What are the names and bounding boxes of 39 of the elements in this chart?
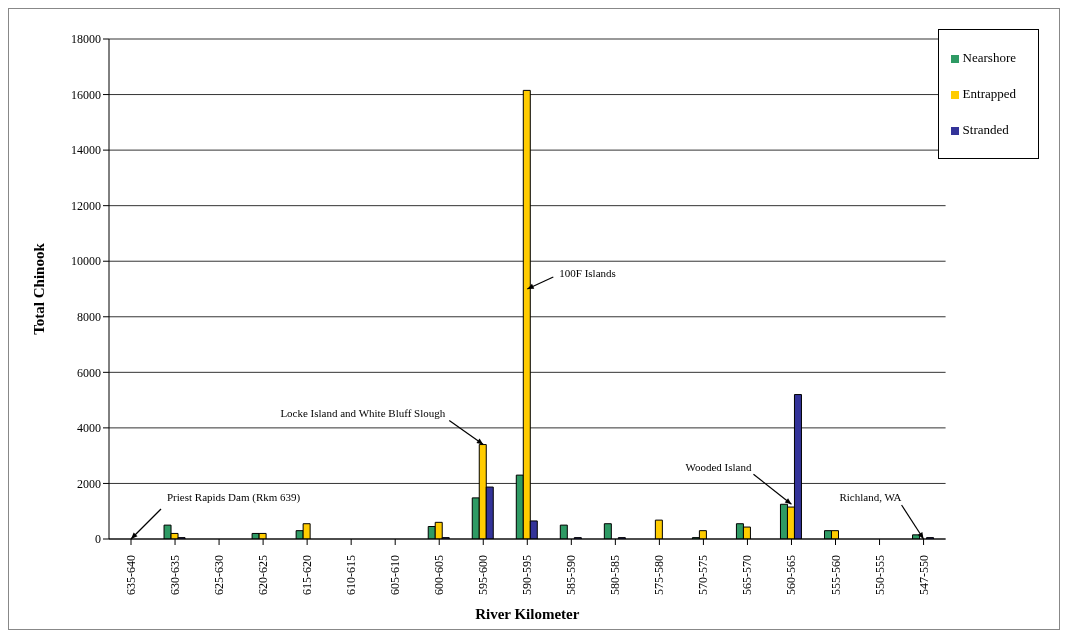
x-tick-label: 615-620 [300, 555, 315, 595]
legend-label: Stranded [962, 122, 1009, 137]
y-tick-label: 12000 [71, 198, 101, 213]
y-tick-label: 10000 [71, 254, 101, 269]
annotation: Priest Rapids Dam (Rkm 639) [167, 491, 301, 504]
y-tick-label: 0 [95, 532, 101, 547]
annotation: 100F Islands [559, 267, 616, 279]
y-tick-label: 8000 [77, 310, 101, 325]
y-tick-label: 14000 [71, 143, 101, 158]
y-tick-label: 6000 [77, 365, 101, 380]
x-tick-label: 610-615 [344, 555, 359, 595]
x-tick-label: 600-605 [432, 555, 447, 595]
x-tick-label: 590-595 [520, 555, 535, 595]
x-tick-label: 580-585 [608, 555, 623, 595]
annotation: Locke Island and White Bluff Slough [280, 406, 446, 419]
x-tick-label: 555-560 [828, 555, 843, 595]
y-tick-label: 16000 [71, 87, 101, 102]
y-tick-label: 4000 [77, 421, 101, 436]
x-tick-label: 605-610 [388, 555, 403, 595]
x-tick-label: 570-575 [696, 555, 711, 595]
y-axis-title: Total Chinook [31, 242, 48, 335]
x-tick-label: 625-630 [212, 555, 227, 595]
x-tick-label: 620-625 [256, 555, 271, 595]
x-tick-label: 595-600 [476, 555, 491, 595]
x-tick-label: 560-565 [784, 555, 799, 595]
annotation: Richland, WA [839, 491, 902, 503]
x-tick-label: 550-555 [872, 555, 887, 595]
x-tick-label: 575-580 [652, 555, 667, 595]
x-tick-label: 547-550 [916, 555, 931, 595]
legend-label: Entrapped [962, 86, 1016, 101]
x-tick-label: 630-635 [168, 555, 183, 595]
x-tick-label: 635-640 [124, 555, 139, 595]
annotation: Wooded Island [685, 461, 752, 474]
x-axis-title: River Kilometer [475, 606, 580, 622]
x-tick-label: 565-570 [740, 555, 755, 595]
legend-label: Nearshore [962, 50, 1016, 65]
x-tick-label: 585-590 [564, 555, 579, 595]
y-tick-label: 18000 [71, 32, 101, 47]
y-tick-label: 2000 [77, 476, 101, 491]
